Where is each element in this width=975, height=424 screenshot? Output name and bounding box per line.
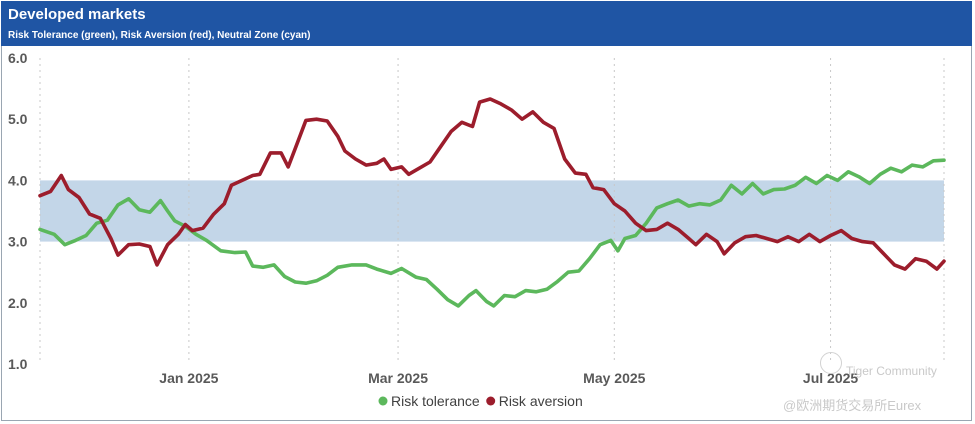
legend-marker-risk-tolerance [378, 396, 388, 406]
y-tick-label: 3.0 [8, 234, 28, 250]
x-tick-label: Mar 2025 [368, 370, 428, 386]
x-tick-label: Jan 2025 [159, 370, 218, 386]
x-tick-label: May 2025 [583, 370, 645, 386]
x-tick-label: Jul 2025 [803, 370, 858, 386]
y-tick-label: 2.0 [8, 295, 28, 311]
legend[interactable]: Risk tolerance Risk aversion [378, 393, 583, 409]
series-layer [38, 97, 946, 308]
neutral-zone-band [40, 180, 944, 242]
series-line-risk-aversion [38, 97, 946, 271]
y-tick-label: 6.0 [8, 50, 28, 66]
chart-title: Developed markets [8, 6, 146, 23]
legend-label-risk-tolerance[interactable]: Risk tolerance [391, 393, 480, 409]
legend-label-risk-aversion[interactable]: Risk aversion [499, 393, 583, 409]
watermark-source: @欧洲期货交易所Eurex [783, 398, 922, 413]
legend-marker-risk-aversion [486, 396, 496, 406]
chart-header: Developed markets Risk Tolerance (green)… [1, 1, 972, 46]
neutral-zone-layer [40, 180, 944, 242]
tiger-logo-icon [820, 352, 842, 374]
y-tick-label: 1.0 [8, 356, 28, 372]
watermark-community: Tiger Community [846, 364, 937, 378]
y-tick-label: 4.0 [8, 172, 28, 188]
chart-subtitle: Risk Tolerance (green), Risk Aversion (r… [8, 30, 311, 41]
y-tick-label: 5.0 [8, 111, 28, 127]
axis-layer: Jan 2025 Mar 2025 May 2025 Jul 2025 1.0 2.0 3.… [8, 50, 858, 386]
